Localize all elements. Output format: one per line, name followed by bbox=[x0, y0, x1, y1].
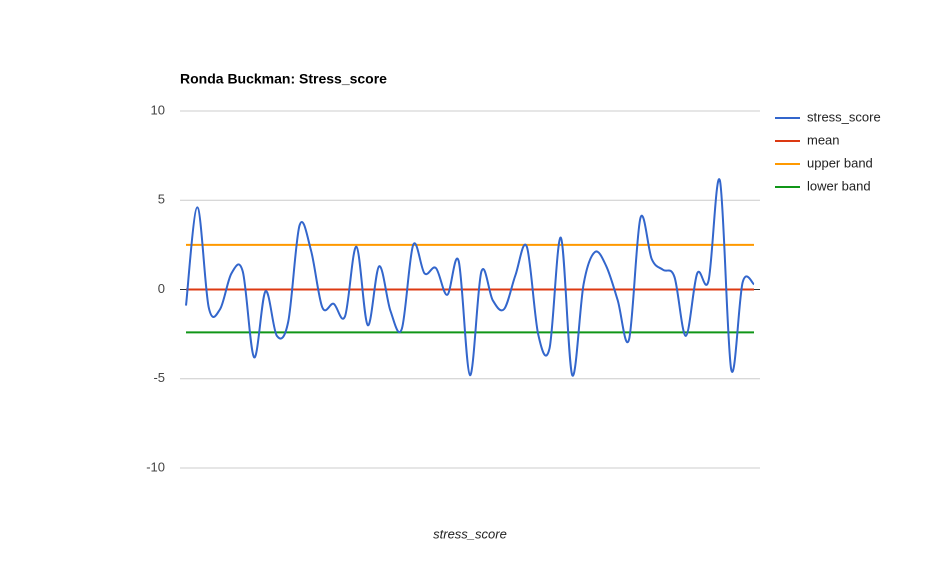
y-tick-label: 0 bbox=[158, 281, 165, 296]
y-tick-label: -5 bbox=[153, 370, 165, 385]
y-tick-label: -10 bbox=[146, 459, 165, 474]
series-line bbox=[185, 178, 755, 377]
y-tick-label: 10 bbox=[151, 102, 165, 117]
legend-label: stress_score bbox=[807, 109, 881, 124]
y-tick-label: 5 bbox=[158, 192, 165, 207]
legend-label: lower band bbox=[807, 178, 871, 193]
chart-title: Ronda Buckman: Stress_score bbox=[180, 71, 387, 87]
x-axis-title: stress_score bbox=[433, 526, 507, 541]
legend-label: upper band bbox=[807, 155, 873, 170]
legend-label: mean bbox=[807, 132, 840, 147]
